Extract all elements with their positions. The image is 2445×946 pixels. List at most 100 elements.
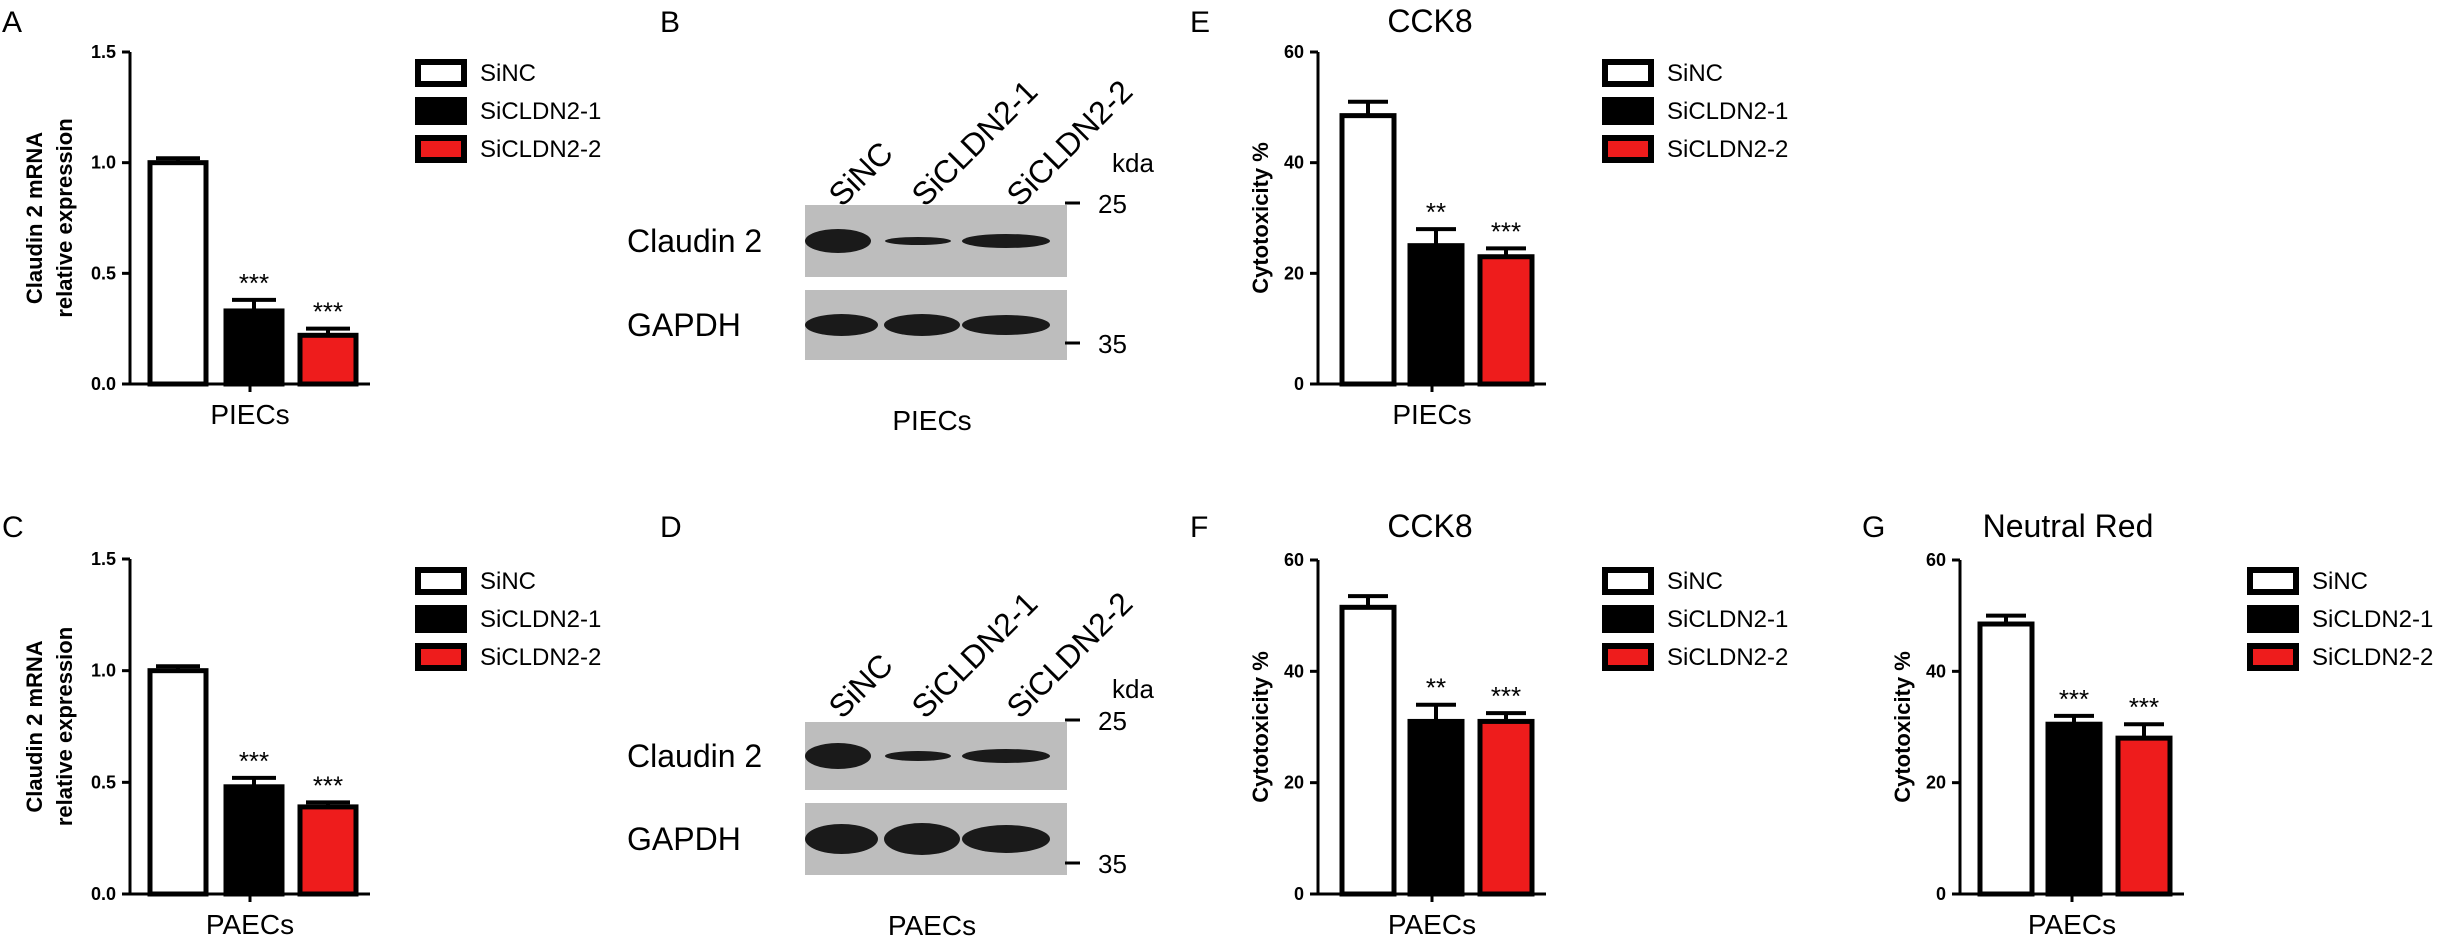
y-tick-label: 1.5 — [91, 549, 116, 569]
chart-title: Neutral Red — [1983, 508, 2154, 544]
bar-sicldn2-2 — [1477, 254, 1535, 387]
blot-band — [885, 237, 951, 245]
legend-label: SiCLDN2-2 — [1667, 136, 1788, 163]
x-axis-label: PAECs — [1388, 909, 1476, 940]
blot-row-label: Claudin 2 — [627, 223, 762, 259]
blot-band — [884, 314, 960, 336]
marker-label: 35 — [1098, 849, 1127, 879]
y-tick-label: 20 — [1926, 773, 1946, 793]
blot-band — [962, 749, 1050, 763]
significance-label: *** — [1491, 216, 1521, 246]
bar-sicldn2-1 — [2045, 721, 2103, 897]
marker-label: 25 — [1098, 189, 1127, 219]
legend-label: SiCLDN2-1 — [1667, 606, 1788, 633]
kda-label: kda — [1112, 148, 1154, 178]
y-tick-label: 40 — [1284, 661, 1304, 681]
y-axis-label: Cytotoxicity % — [1248, 142, 1273, 294]
legend-label: SiCLDN2-2 — [480, 644, 601, 671]
legend-swatch — [415, 643, 467, 671]
legend-label: SiCLDN2-1 — [1667, 98, 1788, 125]
bar-sinc — [147, 668, 209, 897]
legend-swatch — [415, 135, 467, 163]
marker-label: 35 — [1098, 329, 1127, 359]
blot-band — [805, 314, 878, 336]
legend-swatch — [415, 59, 467, 87]
significance-label: ** — [1426, 673, 1446, 703]
significance-label: *** — [239, 746, 269, 776]
legend-label: SiNC — [2312, 568, 2368, 595]
significance-label: *** — [2059, 684, 2089, 714]
blot-band — [884, 823, 960, 855]
blot-band — [962, 234, 1050, 248]
bar-sicldn2-1 — [223, 784, 285, 897]
legend-swatch — [1602, 567, 1654, 595]
y-tick-label: 0 — [1294, 374, 1304, 394]
legend-swatch — [1602, 135, 1654, 163]
blot-band — [805, 824, 878, 854]
bar-sinc — [1977, 621, 2035, 897]
significance-label: *** — [313, 297, 343, 327]
chart-title: CCK8 — [1387, 508, 1472, 544]
bar-sinc — [1339, 113, 1397, 387]
y-axis-label: relative expression — [52, 118, 77, 317]
legend-label: SiCLDN2-1 — [480, 98, 601, 125]
y-tick-label: 20 — [1284, 773, 1304, 793]
y-tick-label: 40 — [1926, 661, 1946, 681]
y-tick-label: 20 — [1284, 263, 1304, 283]
legend-label: SiCLDN2-2 — [1667, 644, 1788, 671]
panel-letter: E — [1190, 6, 1210, 39]
y-tick-label: 1.5 — [91, 42, 116, 62]
x-axis-label: PAECs — [2028, 909, 2116, 940]
y-tick-label: 40 — [1284, 153, 1304, 173]
panel-letter: F — [1190, 511, 1208, 544]
blot-row-label: Claudin 2 — [627, 738, 762, 774]
y-tick-label: 1.0 — [91, 153, 116, 173]
x-axis-label: PIECs — [1392, 399, 1471, 430]
bar-sicldn2-2 — [297, 804, 359, 897]
kda-label: kda — [1112, 674, 1154, 704]
chart-title: CCK8 — [1387, 3, 1472, 39]
panel-letter: B — [660, 6, 680, 39]
legend-label: SiNC — [1667, 60, 1723, 87]
y-tick-label: 0 — [1294, 884, 1304, 904]
y-tick-label: 0.5 — [91, 263, 116, 283]
legend-label: SiCLDN2-2 — [2312, 644, 2433, 671]
y-tick-label: 60 — [1926, 550, 1946, 570]
legend-swatch — [2247, 643, 2299, 671]
legend-label: SiNC — [480, 568, 536, 595]
bar-sinc — [1339, 604, 1397, 897]
blot-cell-label: PIECs — [892, 405, 971, 436]
blot-band — [962, 315, 1050, 335]
bar-sinc — [147, 160, 209, 387]
y-axis-label: Cytotoxicity % — [1248, 651, 1273, 803]
chart-panel-g: G Neutral Red 0 20 40 60 Cytotoxicity % *** *** P… — [1862, 508, 2433, 940]
legend-swatch — [1602, 97, 1654, 125]
y-tick-label: 0.0 — [91, 374, 116, 394]
y-axis-label: Cytotoxicity % — [1890, 651, 1915, 803]
bar-sicldn2-2 — [1477, 718, 1535, 897]
panel-letter: D — [660, 511, 682, 544]
x-axis-label: PIECs — [210, 399, 289, 430]
legend-label: SiNC — [1667, 568, 1723, 595]
legend-swatch — [415, 97, 467, 125]
y-axis-label: relative expression — [52, 627, 77, 826]
legend-swatch — [2247, 567, 2299, 595]
legend-label: SiCLDN2-1 — [480, 606, 601, 633]
significance-label: *** — [239, 268, 269, 298]
blot-cell-label: PAECs — [888, 910, 976, 941]
y-axis-label: Claudin 2 mRNA — [22, 640, 47, 812]
legend-swatch — [1602, 643, 1654, 671]
marker-label: 25 — [1098, 706, 1127, 736]
legend-swatch — [1602, 59, 1654, 87]
x-axis-label: PAECs — [206, 909, 294, 940]
significance-label: *** — [1491, 681, 1521, 711]
panel-letter: G — [1862, 511, 1885, 544]
legend-label: SiCLDN2-2 — [480, 136, 601, 163]
blot-lane-label: SiNC — [821, 647, 899, 725]
blot-lane-label: SiNC — [821, 135, 899, 213]
blot-band — [962, 825, 1050, 853]
significance-label: *** — [2129, 692, 2159, 722]
